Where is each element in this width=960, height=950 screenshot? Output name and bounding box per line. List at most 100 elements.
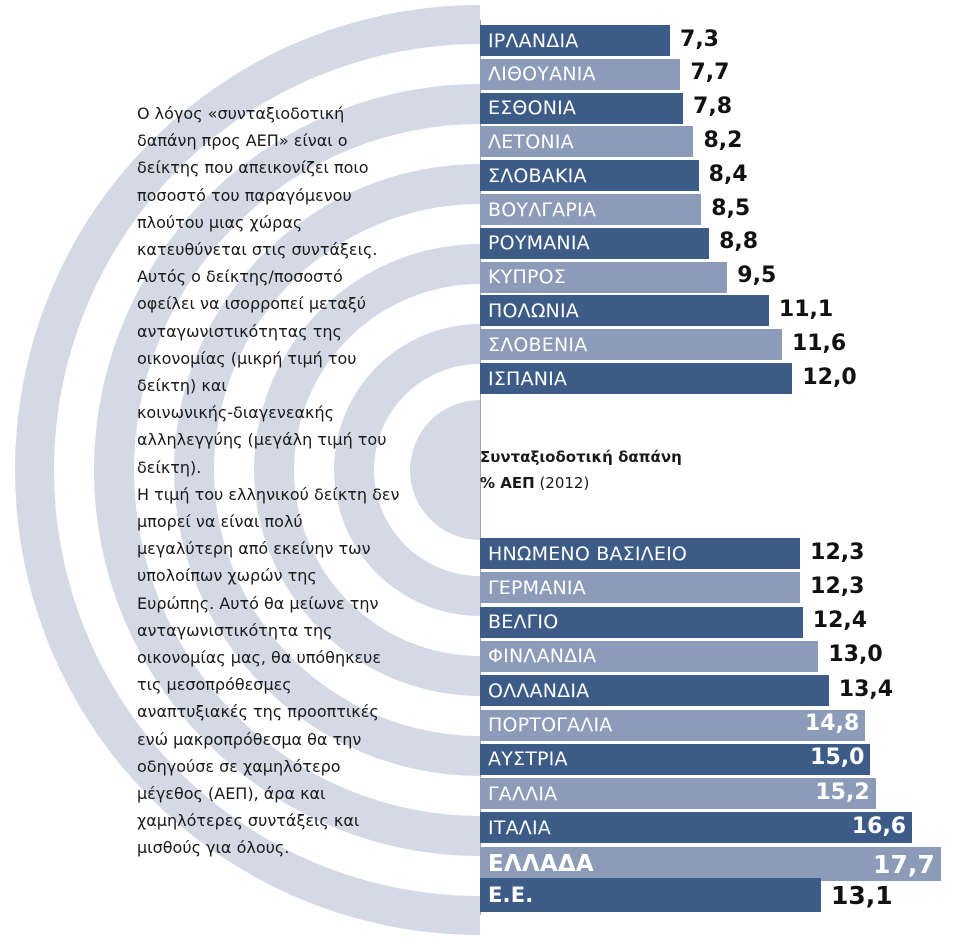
bar-value-label: 12,3 bbox=[810, 539, 865, 565]
intro-text: Ο λόγος «συνταξιοδοτική δαπάνη προς ΑΕΠ» … bbox=[137, 100, 427, 862]
bar-category-label: ΒΕΛΓΙΟ bbox=[488, 611, 559, 634]
bar: ΡΟΥΜΑΝΙΑ bbox=[480, 227, 710, 259]
caption-title: Συνταξιοδοτική δαπάνη bbox=[480, 448, 682, 466]
bar-value-label: 14,8 bbox=[804, 711, 860, 736]
bar-category-label: ΠΟΡΤΟΓΑΛΙΑ bbox=[488, 714, 613, 736]
bar: ΕΛΛΑΔΑ bbox=[480, 846, 941, 881]
intro-line: Αυτός ο δείκτης/ποσοστό bbox=[137, 267, 343, 287]
intro-line: χαμηλότερες συντάξεις και bbox=[137, 811, 360, 831]
bar-category-label: ΒΟΥΛΓΑΡΙΑ bbox=[488, 198, 597, 221]
bar-category-label: Ε.Ε. bbox=[488, 883, 534, 907]
bar: ΛΙΘΟΥΑΝΙΑ bbox=[480, 58, 681, 90]
bar-category-label: ΓΑΛΛΙΑ bbox=[488, 782, 558, 805]
bar-value-label: 8,2 bbox=[703, 127, 743, 153]
bar-value-label: 7,3 bbox=[680, 26, 719, 52]
intro-line: μπορεί να είναι πολύ bbox=[137, 512, 303, 532]
bar-value-label: 13,0 bbox=[828, 642, 883, 668]
intro-line: Η τιμή του ελληνικού δείκτη δεν bbox=[137, 484, 400, 504]
intro-line: Ευρώπης. Αυτό θα μείωνε την bbox=[137, 593, 379, 613]
bar: ΑΥΣΤΡΙΑ bbox=[480, 743, 871, 775]
chart-caption: Συνταξιοδοτική δαπάνη % ΑΕΠ (2012) bbox=[480, 444, 682, 496]
bar: ΠΟΡΤΟΓΑΛΙΑ bbox=[480, 709, 866, 741]
caption-unit: % ΑΕΠ bbox=[480, 474, 535, 492]
intro-line: δείκτη) και bbox=[137, 376, 227, 396]
bar-category-label: ΛΙΘΟΥΑΝΙΑ bbox=[488, 63, 596, 86]
bar-value-label: 16,6 bbox=[851, 813, 907, 839]
bar: ΣΛΟΒΑΚΙΑ bbox=[480, 160, 699, 192]
bar: ΓΕΡΜΑΝΙΑ bbox=[480, 572, 801, 604]
bar-category-label: ΡΟΥΜΑΝΙΑ bbox=[488, 232, 590, 255]
bar: ΙΣΠΑΝΙΑ bbox=[480, 363, 793, 394]
intro-line: τις μεσοπρόθεσμες bbox=[137, 675, 292, 695]
intro-line: πλούτου μιας χώρας bbox=[137, 212, 303, 232]
bar-category-label: ΓΕΡΜΑΝΙΑ bbox=[488, 576, 586, 599]
bar-category-label: ΕΛΛΑΔΑ bbox=[488, 850, 594, 877]
bar: ΣΛΟΒΕΝΙΑ bbox=[480, 329, 782, 361]
bar-category-label: ΙΤΑΛΙΑ bbox=[488, 816, 552, 839]
bar-value-label: 15,0 bbox=[810, 745, 865, 771]
bar: ΓΑΛΛΙΑ bbox=[480, 778, 876, 810]
bar-value-label: 13,1 bbox=[830, 881, 893, 910]
bar-category-label: ΦΙΝΛΑΝΔΙΑ bbox=[488, 645, 597, 668]
intro-line: αλληλεγγύης (μεγάλη τιμή του bbox=[137, 430, 387, 450]
intro-line: οφείλει να ισορροπεί μεταξύ bbox=[137, 294, 367, 314]
bar-value-label: 8,8 bbox=[719, 229, 759, 255]
intro-line: οικονομίας (μικρή τιμή του bbox=[137, 348, 357, 368]
intro-line: οικονομίας μας, θα υπόθηκευε bbox=[137, 648, 382, 668]
intro-line: ανταγωνιστικότητας της bbox=[137, 321, 342, 341]
intro-line: κατευθύνεται στις συντάξεις. bbox=[137, 240, 378, 260]
bar-category-label: ΚΥΠΡΟΣ bbox=[488, 266, 566, 289]
intro-line: μέγεθος (ΑΕΠ), άρα και bbox=[137, 784, 326, 804]
bar-value-label: 11,6 bbox=[791, 330, 847, 356]
bar-value-label: 8,4 bbox=[708, 161, 748, 187]
bar-value-label: 7,8 bbox=[693, 94, 733, 120]
bar-category-label: ΗΝΩΜΕΝΟ ΒΑΣΙΛΕΙΟ bbox=[488, 542, 688, 565]
bar-value-label: 12,3 bbox=[810, 573, 865, 599]
bar-category-label: ΕΣΘΟΝΙΑ bbox=[488, 97, 577, 120]
ring-arc bbox=[410, 400, 480, 540]
bar: ΙΡΛΑΝΔΙΑ bbox=[480, 25, 671, 56]
bar-category-label: ΟΛΛΑΝΔΙΑ bbox=[488, 679, 590, 702]
bar-value-label: 8,5 bbox=[711, 195, 751, 221]
bar: ΠΟΛΩΝΙΑ bbox=[480, 295, 769, 327]
bar-category-label: ΑΥΣΤΡΙΑ bbox=[488, 748, 568, 771]
intro-line: οδηγούσε σε χαμηλότερο bbox=[137, 756, 341, 776]
bar-value-label: 15,2 bbox=[815, 779, 870, 805]
bar-category-label: ΠΟΛΩΝΙΑ bbox=[488, 299, 579, 322]
bar-value-label: 11,1 bbox=[778, 296, 834, 322]
bar: Ε.Ε. bbox=[480, 878, 821, 912]
intro-line: υπολοίπων χωρών της bbox=[137, 566, 317, 586]
caption-year: (2012) bbox=[539, 474, 590, 492]
intro-line: ανταγωνιστικότητα της bbox=[137, 620, 333, 640]
intro-line: δαπάνη προς ΑΕΠ» είναι ο bbox=[137, 131, 348, 151]
bar: ΒΕΛΓΙΟ bbox=[480, 606, 803, 638]
bar-value-label: 12,4 bbox=[812, 608, 868, 634]
bar-category-label: ΙΡΛΑΝΔΙΑ bbox=[488, 29, 579, 52]
bar: ΗΝΩΜΕΝΟ ΒΑΣΙΛΕΙΟ bbox=[480, 538, 801, 569]
bar: ΛΕΤΟΝΙΑ bbox=[480, 126, 694, 158]
bar-value-label: 7,7 bbox=[690, 60, 730, 86]
bar-value-label: 9,5 bbox=[737, 263, 777, 289]
bar: ΚΥΠΡΟΣ bbox=[480, 261, 728, 293]
bar-category-label: ΣΛΟΒΕΝΙΑ bbox=[488, 333, 588, 356]
intro-line: δείκτης που απεικονίζει ποιο bbox=[137, 158, 369, 178]
bar: ΕΣΘΟΝΙΑ bbox=[480, 92, 684, 124]
bar: ΙΤΑΛΙΑ bbox=[480, 812, 913, 844]
intro-line: αναπτυξιακές της προοπτικές bbox=[137, 702, 379, 722]
intro-line: μεγαλύτερη από εκείνην των bbox=[137, 539, 371, 559]
intro-line: ποσοστό του παραγόμενου bbox=[137, 185, 352, 205]
bar-value-label: 13,4 bbox=[838, 676, 894, 702]
bar: ΦΙΝΛΑΝΔΙΑ bbox=[480, 640, 819, 672]
intro-line: κοινωνικής-διαγενεακής bbox=[137, 403, 335, 423]
bar: ΟΛΛΑΝΔΙΑ bbox=[480, 675, 829, 707]
bar-axis-line bbox=[480, 20, 481, 915]
bar-category-label: ΙΣΠΑΝΙΑ bbox=[488, 367, 568, 390]
bar-category-label: ΣΛΟΒΑΚΙΑ bbox=[488, 164, 587, 187]
intro-line: δείκτη). bbox=[137, 457, 202, 477]
bar-value-label: 17,7 bbox=[873, 849, 935, 879]
intro-line: μισθούς για όλους. bbox=[137, 838, 290, 858]
intro-line: Ο λόγος «συνταξιοδοτική bbox=[137, 104, 345, 123]
bar-category-label: ΛΕΤΟΝΙΑ bbox=[488, 130, 574, 153]
